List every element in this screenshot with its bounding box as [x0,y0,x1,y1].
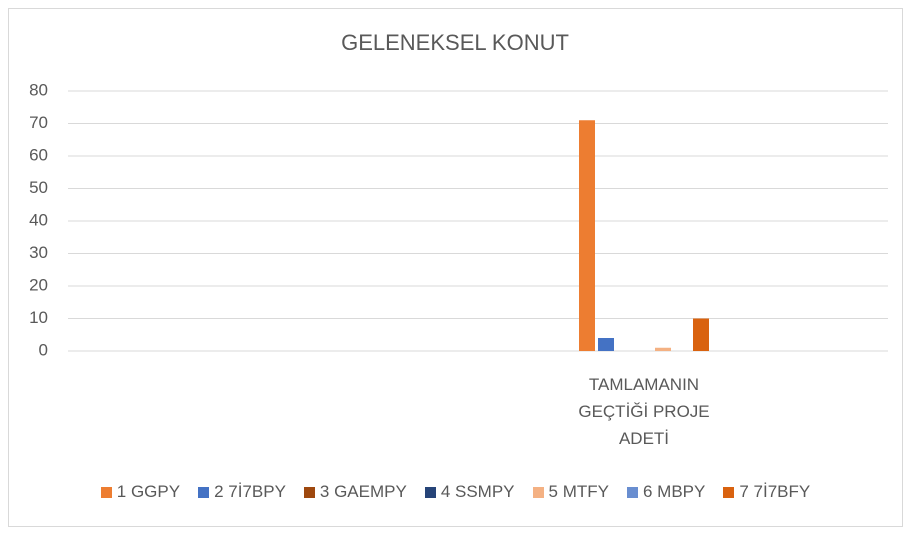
y-tick-label: 10 [29,308,48,327]
legend-item: 1 GGPY [100,482,181,502]
legend-label: 2 7İ7BPY [214,482,286,501]
legend-swatch [424,486,436,498]
legend-item: 7 7İ7BFY [723,482,810,502]
legend-label: 6 MBPY [642,482,706,501]
legend-item: 4 SSMPY [424,482,515,502]
bar [579,120,595,351]
legend-item: 6 MBPY [626,482,706,502]
chart-border [8,8,903,527]
x-tick-label: TAMLAMANIN GEÇTİĞİ PROJE ADETİ [578,375,710,448]
y-tick-label: 20 [29,275,48,294]
bar [693,318,709,351]
legend-swatch [198,486,210,498]
y-tick-label: 40 [29,210,48,229]
legend-swatch [100,486,112,498]
legend-label: 1 GGPY [116,482,181,501]
legend: 1 GGPY 2 7İ7BPY 3 GAEMPY 4 SSMPY 5 MTFY 6 MBP… [8,482,903,502]
legend-swatch [303,486,315,498]
y-tick-label: 50 [29,178,48,197]
y-tick-label: 80 [29,80,48,99]
y-tick-label: 60 [29,145,48,164]
bar [655,347,671,351]
y-tick-label: 0 [39,340,48,359]
legend-label: 5 MTFY [548,482,609,501]
legend-item: 5 MTFY [532,482,609,502]
bar [598,338,614,351]
y-tick-label: 70 [29,113,48,132]
legend-label: 4 SSMPY [440,482,515,501]
legend-swatch [626,486,638,498]
legend-label: 7 7İ7BFY [739,482,811,501]
legend-item: 3 GAEMPY [303,482,407,502]
legend-item: 2 7İ7BPY [198,482,286,502]
chart-title: GELENEKSEL KONUT [341,30,569,55]
legend-swatch [723,486,735,498]
y-tick-label: 30 [29,243,48,262]
legend-swatch [532,486,544,498]
legend-label: 3 GAEMPY [319,482,407,501]
